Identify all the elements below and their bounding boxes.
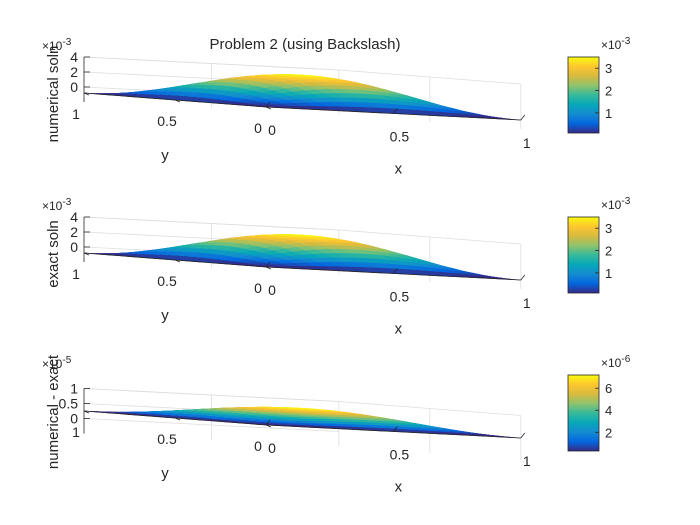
colorbar-multiplier: ×10-3	[601, 36, 631, 53]
y-tick-mark	[83, 92, 90, 96]
x-axis-label: x	[395, 161, 403, 178]
y-tick-label: 0	[254, 280, 262, 296]
colorbar-multiplier: ×10-3	[601, 196, 631, 213]
y-tick-mark	[83, 252, 90, 256]
surface	[83, 74, 521, 121]
y-tick-mark	[174, 417, 181, 421]
colorbar: 1 2 3 ×10-3	[567, 196, 631, 294]
x-tick-mark	[393, 268, 398, 274]
colorbar: 1 2 3 ×10-3	[567, 36, 631, 134]
x-tick-label: 0	[268, 440, 276, 456]
grid-line	[83, 216, 339, 231]
z-tick-label: 0	[70, 79, 78, 95]
x-tick-mark	[520, 432, 526, 439]
x-tick-label: 1	[523, 295, 531, 311]
z-tick-label: 0	[70, 411, 78, 427]
y-axis-label: y	[161, 465, 169, 482]
x-tick-label: 0.5	[390, 447, 410, 463]
y-tick-label: 1	[72, 424, 80, 440]
z-tick-label: 0	[70, 239, 78, 255]
z-axis-label: numerical - exact	[45, 354, 62, 469]
y-axis-label: y	[161, 307, 169, 324]
x-tick-mark	[265, 261, 271, 268]
x-tick-label: 0.5	[390, 289, 410, 305]
z-tick-label: 4	[70, 49, 78, 65]
x-tick-mark	[393, 108, 398, 114]
y-axis-label: y	[161, 147, 169, 164]
z-tick-label: 1	[70, 381, 78, 397]
z-tick-label: 2	[70, 224, 78, 240]
y-tick-mark	[265, 266, 272, 270]
y-tick-label: 0.5	[157, 431, 177, 447]
z-axis-multiplier: ×10-3	[42, 197, 72, 214]
x-tick-mark	[265, 419, 271, 426]
grid-line	[83, 388, 339, 402]
colorbar-tick-label: 4	[605, 403, 612, 418]
y-tick-label: 0	[254, 120, 262, 136]
z-axis-label: exact soln	[45, 220, 62, 288]
grid-line	[83, 56, 339, 71]
colorbar-gradient	[567, 374, 600, 452]
y-tick-label: 1	[72, 266, 80, 282]
y-tick-label: 0.5	[157, 113, 177, 129]
colorbar-tick-label: 3	[605, 221, 612, 236]
y-tick-mark	[174, 259, 181, 263]
y-tick-mark	[174, 99, 181, 103]
colorbar-tick-label: 2	[605, 425, 612, 440]
surface	[83, 234, 521, 281]
colorbar-gradient	[567, 56, 600, 134]
z-axis-label: numerical soln	[45, 46, 62, 143]
colorbar-multiplier: ×10-6	[601, 354, 631, 371]
x-tick-label: 1	[523, 453, 531, 469]
z-axis-multiplier: ×10-5	[42, 355, 72, 372]
y-tick-label: 0	[254, 438, 262, 454]
surface	[83, 406, 521, 439]
x-axis-label: x	[395, 479, 403, 496]
colorbar-tick-label: 2	[605, 244, 612, 259]
x-tick-label: 0.5	[390, 129, 410, 145]
z-tick-label: 2	[70, 64, 78, 80]
x-tick-mark	[520, 114, 526, 121]
colorbar-tick-label: 2	[605, 84, 612, 99]
x-tick-label: 0	[268, 122, 276, 138]
colorbar-tick-label: 3	[605, 61, 612, 76]
colorbar-tick-label: 1	[605, 106, 612, 121]
z-tick-label: 0.5	[59, 396, 79, 412]
colorbar: 2 4 6 ×10-6	[567, 354, 631, 452]
x-tick-label: 0	[268, 282, 276, 298]
y-tick-label: 1	[72, 106, 80, 122]
colorbar-tick-label: 6	[605, 381, 612, 396]
x-tick-mark	[265, 101, 271, 108]
colorbar-gradient	[567, 216, 600, 294]
x-tick-mark	[520, 274, 526, 281]
figure-title: Problem 2 (using Backslash)	[210, 36, 401, 53]
colorbar-tick-label: 1	[605, 266, 612, 281]
x-tick-mark	[393, 426, 398, 432]
y-tick-mark	[265, 424, 272, 428]
x-tick-label: 1	[523, 135, 531, 151]
y-tick-mark	[265, 106, 272, 110]
z-axis-multiplier: ×10-3	[42, 37, 72, 54]
y-tick-mark	[83, 410, 90, 414]
grid-line	[83, 418, 339, 432]
y-tick-label: 0.5	[157, 273, 177, 289]
x-axis-label: x	[395, 321, 403, 338]
z-tick-label: 4	[70, 209, 78, 225]
